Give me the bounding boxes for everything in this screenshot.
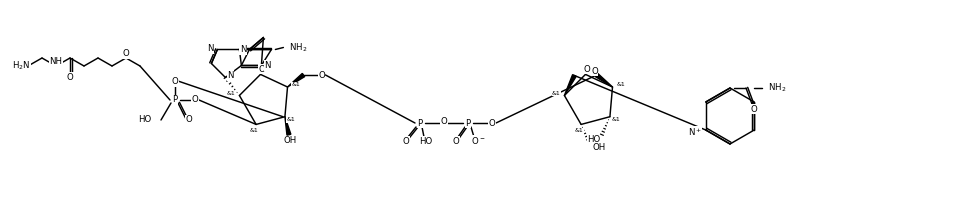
Polygon shape <box>564 75 576 95</box>
Text: O: O <box>258 65 264 74</box>
Text: &1: &1 <box>291 83 300 88</box>
Text: $\mathregular{O^-}$: $\mathregular{O^-}$ <box>470 135 484 146</box>
Polygon shape <box>595 73 612 87</box>
Text: &1: &1 <box>611 117 620 122</box>
Text: P: P <box>465 119 470 128</box>
Text: $\mathregular{NH_2}$: $\mathregular{NH_2}$ <box>767 82 785 94</box>
Text: $\mathregular{N^+}$: $\mathregular{N^+}$ <box>687 126 701 138</box>
Text: O: O <box>582 65 589 74</box>
Polygon shape <box>284 117 290 135</box>
Text: NH: NH <box>49 57 62 67</box>
Text: O: O <box>453 136 459 146</box>
Text: N: N <box>264 61 271 70</box>
Text: HO: HO <box>137 115 151 125</box>
Text: O: O <box>488 119 495 128</box>
Text: &1: &1 <box>227 91 235 96</box>
Text: &1: &1 <box>552 91 560 96</box>
Text: HO: HO <box>586 135 600 144</box>
Text: N: N <box>207 44 213 53</box>
Text: O: O <box>122 50 129 58</box>
Text: O: O <box>191 95 198 104</box>
Text: O: O <box>185 115 192 125</box>
Text: O: O <box>750 104 756 114</box>
Text: OH: OH <box>592 143 605 152</box>
Text: O: O <box>66 73 73 82</box>
Text: HO: HO <box>419 136 432 146</box>
Text: P: P <box>417 119 422 128</box>
Text: N: N <box>227 71 234 80</box>
Text: &1: &1 <box>250 128 259 133</box>
Text: $\mathregular{H_2N}$: $\mathregular{H_2N}$ <box>12 60 30 72</box>
Text: O: O <box>440 116 447 125</box>
Text: OH: OH <box>283 136 296 145</box>
Text: O: O <box>403 136 409 146</box>
Text: &1: &1 <box>286 117 295 122</box>
Text: P: P <box>172 95 178 104</box>
Text: &1: &1 <box>615 83 625 88</box>
Text: O: O <box>318 71 325 79</box>
Text: O: O <box>590 67 598 76</box>
Text: O: O <box>171 78 178 87</box>
Text: $\mathregular{NH_2}$: $\mathregular{NH_2}$ <box>289 41 308 54</box>
Polygon shape <box>287 73 305 87</box>
Text: N: N <box>239 45 246 54</box>
Text: &1: &1 <box>574 128 583 133</box>
